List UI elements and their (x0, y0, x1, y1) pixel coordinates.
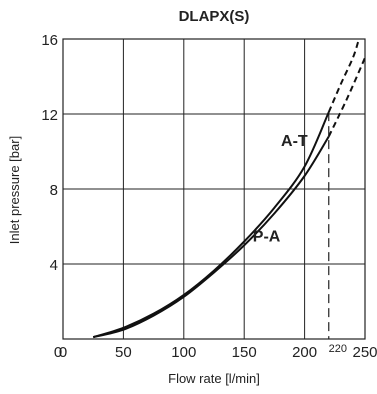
y-tick-label-12: 12 (41, 107, 58, 124)
series-a-t-dashed-line (327, 39, 360, 113)
x-tick-label-100: 100 (171, 344, 196, 361)
series-p-a-dashed-line (327, 57, 365, 137)
y-tick-label-16: 16 (41, 32, 58, 49)
y-axis-label: Inlet pressure [bar] (7, 136, 22, 244)
origin-tick-label: 0 (54, 344, 62, 361)
chart-title: DLAPX(S) (179, 8, 250, 25)
plot-frame (62, 38, 366, 340)
x-tick-label-200: 200 (292, 344, 317, 361)
series-label-p-a: P-A (253, 229, 281, 246)
marker-label-220: 220 (329, 343, 347, 355)
series-a-t-solid-line (92, 111, 330, 339)
series-label-a-t: A-T (281, 133, 308, 150)
series-p-a-solid-line (92, 135, 330, 339)
x-tick-label-50: 50 (115, 344, 132, 361)
y-tick-label-4: 4 (50, 257, 58, 274)
y-tick-label-8: 8 (50, 182, 58, 199)
x-axis-label: Flow rate [l/min] (168, 371, 260, 386)
x-tick-label-150: 150 (232, 344, 257, 361)
x-tick-label-250: 250 (352, 344, 377, 361)
x-tick-label-0: 0 (59, 344, 67, 361)
